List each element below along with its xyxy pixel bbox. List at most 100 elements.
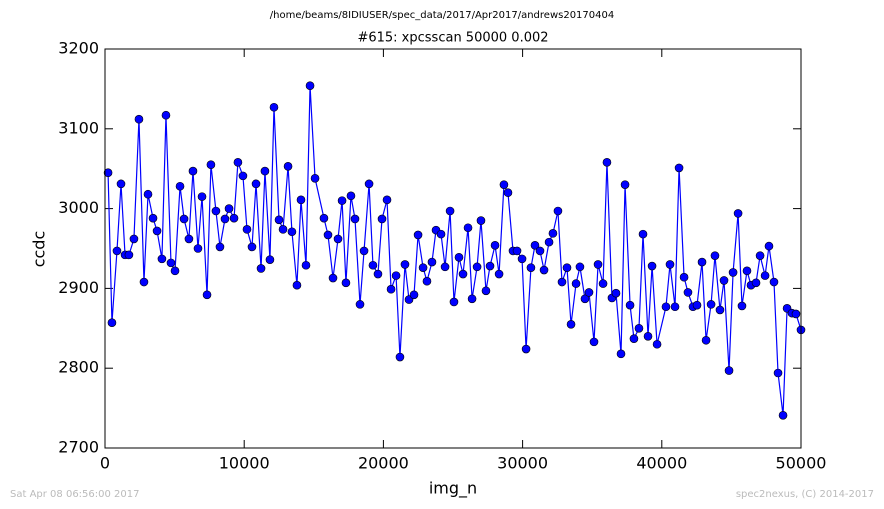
data-point — [337, 196, 347, 205]
data-point — [220, 214, 230, 224]
data-point — [319, 213, 329, 223]
data-point — [382, 195, 392, 205]
data-point — [440, 262, 450, 272]
data-point — [557, 277, 567, 287]
x-tick-label: 20000 — [358, 454, 409, 473]
data-point — [206, 160, 216, 170]
data-point — [697, 257, 707, 267]
data-point — [436, 229, 446, 239]
data-point — [521, 344, 531, 354]
x-tick-label: 40000 — [636, 454, 687, 473]
data-point — [737, 301, 747, 311]
data-point — [265, 255, 275, 264]
data-point — [328, 273, 338, 283]
data-point — [148, 213, 158, 223]
data-point — [728, 268, 738, 277]
data-point — [139, 277, 149, 287]
data-point — [751, 278, 761, 288]
data-point — [391, 271, 401, 280]
data-point — [409, 290, 419, 300]
data-point — [377, 214, 387, 224]
data-point — [773, 368, 783, 378]
data-point — [485, 261, 495, 271]
data-point — [202, 290, 212, 300]
data-point — [679, 272, 689, 282]
data-point — [211, 206, 221, 216]
data-point — [715, 305, 725, 315]
data-point — [283, 162, 293, 171]
data-point — [647, 261, 657, 271]
data-point — [517, 254, 527, 264]
y-tick-label: 2700 — [58, 438, 99, 457]
data-point — [197, 192, 207, 201]
footer-left: Sat Apr 08 06:56:00 2017 — [10, 489, 140, 500]
data-point — [157, 254, 167, 264]
data-point — [652, 339, 662, 349]
suptitle: /home/beams/8IDIUSER/spec_data/2017/Apr2… — [270, 10, 614, 21]
data-point — [170, 266, 180, 276]
data-point — [665, 260, 675, 269]
data-point — [233, 158, 243, 167]
data-point — [476, 216, 486, 225]
data-point — [553, 206, 563, 216]
y-tick-label: 2900 — [58, 278, 99, 297]
data-point — [616, 349, 626, 359]
data-point — [760, 271, 770, 280]
data-point — [161, 110, 171, 120]
data-point — [575, 262, 585, 272]
data-point — [643, 331, 653, 341]
data-point — [710, 251, 720, 260]
data-point — [296, 195, 306, 205]
data-point — [490, 241, 500, 250]
data-point — [445, 206, 455, 216]
data-point — [472, 262, 482, 272]
data-point — [400, 260, 410, 269]
data-point — [418, 263, 428, 272]
data-point — [634, 323, 644, 333]
data-point — [566, 320, 576, 329]
data-point — [359, 246, 369, 256]
data-point — [719, 276, 729, 285]
data-point — [143, 189, 153, 199]
data-point — [467, 294, 477, 304]
data-point — [395, 352, 405, 362]
data-point — [129, 234, 139, 244]
x-tick-label: 0 — [100, 454, 110, 473]
data-point — [103, 168, 113, 177]
data-point — [458, 269, 468, 279]
data-point — [629, 334, 639, 343]
plot-frame — [104, 48, 802, 449]
data-point — [589, 337, 599, 347]
data-point — [175, 181, 185, 191]
data-point — [769, 277, 779, 287]
data-point — [269, 102, 279, 112]
y-axis-label: ccdc — [30, 231, 49, 268]
data-point — [215, 242, 225, 252]
data-point — [449, 297, 459, 307]
data-point — [598, 279, 608, 288]
data-point — [602, 158, 612, 167]
y-tick-label: 3000 — [58, 198, 99, 217]
data-point — [364, 179, 374, 189]
x-tick-label: 30000 — [497, 454, 548, 473]
data-point — [124, 250, 134, 260]
data-point — [481, 286, 491, 296]
data-point — [463, 223, 473, 233]
data-point — [503, 188, 513, 197]
data-point — [260, 166, 270, 176]
data-point — [166, 258, 176, 268]
data-point — [683, 288, 693, 297]
data-point — [742, 266, 752, 276]
data-point — [323, 230, 333, 240]
data-point — [107, 318, 117, 328]
data-point — [580, 294, 590, 304]
plot-area — [103, 81, 806, 420]
footer-right: spec2nexus, (C) 2014-2017 — [736, 489, 874, 500]
data-point — [310, 173, 320, 183]
data-point — [584, 288, 594, 297]
data-point — [274, 215, 284, 225]
data-point — [733, 209, 743, 218]
data-point — [287, 227, 297, 237]
